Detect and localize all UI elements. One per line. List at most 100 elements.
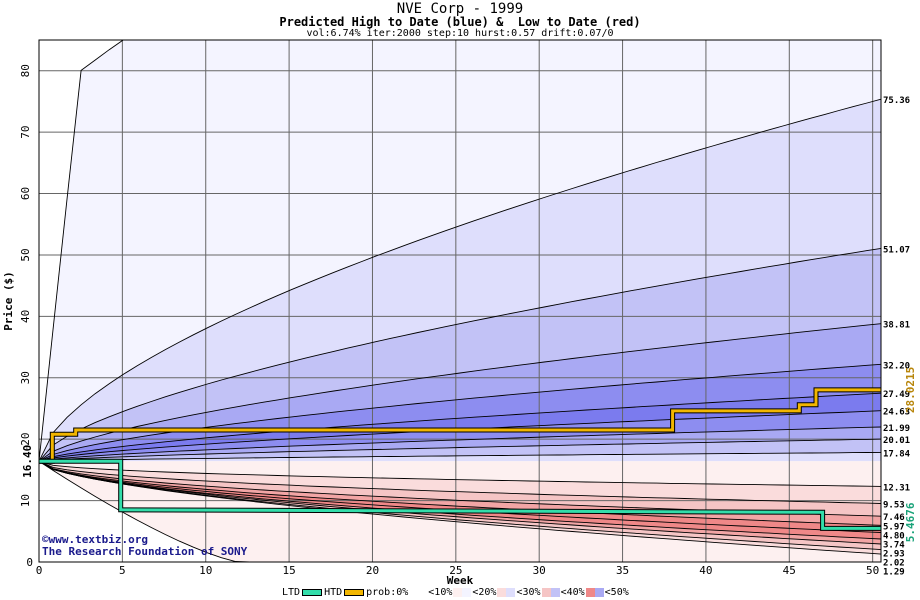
upper-end-label: 38.81 — [883, 321, 910, 331]
x-tick-label: 0 — [36, 564, 43, 577]
chart-params: vol:6.74% iter:2000 step:10 hurst:0.57 d… — [306, 28, 614, 39]
lower-band — [39, 461, 881, 487]
x-tick-label: 10 — [199, 564, 212, 577]
lower-contour — [38, 460, 882, 526]
chart-subtitle: Predicted High to Date (blue) & Low to D… — [279, 15, 641, 29]
x-tick-label: 40 — [699, 564, 712, 577]
upper-contour — [38, 451, 882, 462]
start-price-label: 16.40 — [21, 445, 34, 478]
x-tick-label: 45 — [783, 564, 796, 577]
upper-end-label: 24.63 — [883, 408, 910, 418]
upper-band — [39, 323, 881, 462]
y-tick-label: 20 — [19, 433, 32, 446]
y-tick-label: 40 — [19, 310, 32, 323]
lower-contour — [38, 460, 882, 504]
axes — [38, 39, 882, 563]
legend-ltd-label: LTD — [282, 587, 301, 598]
watermark-line1: ©www.textbiz.org — [42, 533, 148, 546]
lower-end-label: 2.93 — [883, 549, 905, 559]
legend-prob-label: prob:0% — [366, 587, 409, 598]
grid-lines — [38, 40, 881, 563]
lower-end-label: 12.31 — [883, 483, 910, 493]
x-tick-label: 25 — [449, 564, 462, 577]
legend-prob-swatch-20 — [497, 588, 516, 597]
lower-band — [39, 461, 881, 504]
lower-end-label: 5.97 — [883, 522, 905, 532]
x-tick-label: 35 — [616, 564, 629, 577]
htd-line — [39, 388, 881, 463]
lower-band — [39, 461, 881, 550]
lower-end-label: 9.53 — [883, 500, 905, 510]
upper-end-label: 75.36 — [883, 96, 910, 106]
x-tick-label: 30 — [533, 564, 546, 577]
upper-contour — [38, 247, 882, 462]
y-axis-title: Price ($) — [2, 271, 15, 331]
watermark: ©www.textbiz.org The Research Foundation… — [42, 534, 247, 558]
y-tick-label: 80 — [19, 64, 32, 77]
ltd-end-label: 5.4676 — [904, 502, 917, 542]
legend-htd-swatch — [344, 589, 365, 596]
lower-end-label: 1.29 — [883, 567, 905, 577]
upper-band — [39, 364, 881, 462]
series-lines — [39, 387, 881, 531]
chart-title: NVE Corp - 1999 — [396, 1, 524, 17]
lower-contour — [38, 460, 882, 555]
lower-end-label: 2.02 — [883, 558, 905, 568]
probability-bands — [39, 40, 881, 562]
y-tick-label: 30 — [19, 371, 32, 384]
upper-band — [39, 439, 881, 462]
upper-end-label: 20.01 — [883, 436, 910, 446]
htd-end-label: 28.0215 — [904, 367, 917, 413]
upper-contour — [38, 438, 882, 462]
legend-p50-label: <50% — [604, 587, 629, 598]
legend-p10-label: <10% — [428, 587, 453, 598]
legend-prob-swatch-30 — [541, 588, 560, 597]
upper-band — [39, 99, 881, 462]
upper-contour — [38, 98, 882, 462]
x-tick-label: 20 — [366, 564, 379, 577]
lower-band — [39, 461, 881, 562]
y-tick-label: 50 — [19, 248, 32, 261]
legend-p40-label: <40% — [560, 587, 585, 598]
lower-band — [39, 461, 881, 517]
lower-band — [39, 461, 881, 533]
legend-prob-swatch-40 — [585, 588, 604, 597]
lower-end-label: 4.80 — [883, 531, 905, 541]
upper-contour — [38, 426, 882, 462]
lower-band — [39, 461, 881, 539]
legend: LTD HTD prob:0% <10% <20% <30% <40% <50% — [282, 587, 629, 598]
lower-contour — [38, 460, 882, 487]
upper-end-label: 51.07 — [883, 245, 910, 255]
legend-prob-swatch-10 — [453, 588, 472, 597]
lower-band — [39, 461, 881, 544]
x-tick-label: 50 — [866, 564, 879, 577]
y-tick-label: 70 — [19, 125, 32, 138]
legend-ltd-swatch — [302, 589, 323, 596]
upper-contour — [38, 323, 882, 462]
y-tick-label: 0 — [26, 556, 33, 569]
upper-end-label: 32.20 — [883, 361, 910, 371]
x-axis-title: Week — [447, 574, 474, 587]
upper-end-label: 27.49 — [883, 390, 910, 400]
legend-prob-swatch-0 — [409, 588, 428, 597]
legend-htd-label: HTD — [324, 587, 343, 598]
upper-end-label: 17.84 — [883, 449, 911, 459]
plot-frame — [38, 39, 882, 563]
x-tick-label: 15 — [282, 564, 295, 577]
upper-band — [39, 452, 881, 462]
ltd-line — [39, 459, 881, 530]
legend-p20-label: <20% — [472, 587, 497, 598]
lower-contour — [38, 460, 882, 540]
x-tick-label: 5 — [119, 564, 126, 577]
y-tick-label: 10 — [19, 494, 32, 507]
lower-band — [39, 461, 881, 555]
legend-p30-label: <30% — [516, 587, 541, 598]
axis-labels: 0 5 10 15 20 25 30 35 40 45 50 10 20 30 40 50 60 70 80 0 Wee… — [2, 64, 917, 587]
upper-band — [39, 40, 881, 462]
lower-contour — [38, 460, 882, 545]
y-tick-label: 60 — [19, 187, 32, 200]
lower-end-label: 7.46 — [883, 513, 905, 523]
watermark-line2: The Research Foundation of SONY — [42, 545, 248, 558]
lower-end-label: 3.74 — [883, 540, 905, 550]
